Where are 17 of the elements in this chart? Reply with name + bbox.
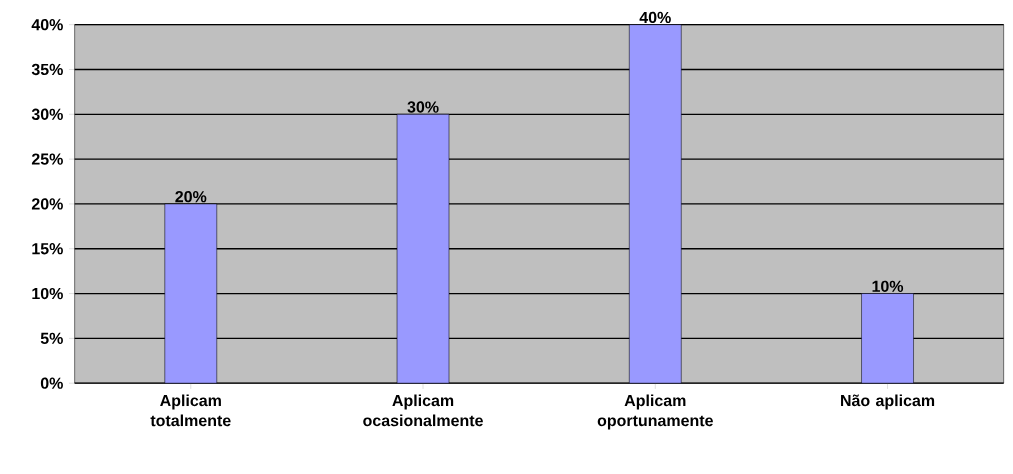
y-tick-label: 10% [32,287,63,300]
data-label: 30% [407,101,439,113]
y-tick-label: 0% [40,377,63,389]
y-tick-label: 5% [40,332,63,345]
x-tick-label: Aplicam totalmente [150,394,231,427]
x-tick-label: Não aplicam [841,394,935,410]
data-label: 10% [872,280,904,293]
y-tick-label: 40% [31,19,63,31]
y-tick-label: 30% [31,108,63,121]
data-label: 20% [175,191,207,203]
y-tick-label: 15% [32,243,63,255]
data-label: 40% [639,11,671,24]
x-tick-label: Aplicam ocasionalmente [363,394,483,427]
y-tick-label: 20% [31,198,63,210]
y-tick-label: 35% [31,63,63,76]
x-tick-label: Aplicam oportunamente [597,394,713,430]
y-tick-label: 25% [31,153,63,165]
